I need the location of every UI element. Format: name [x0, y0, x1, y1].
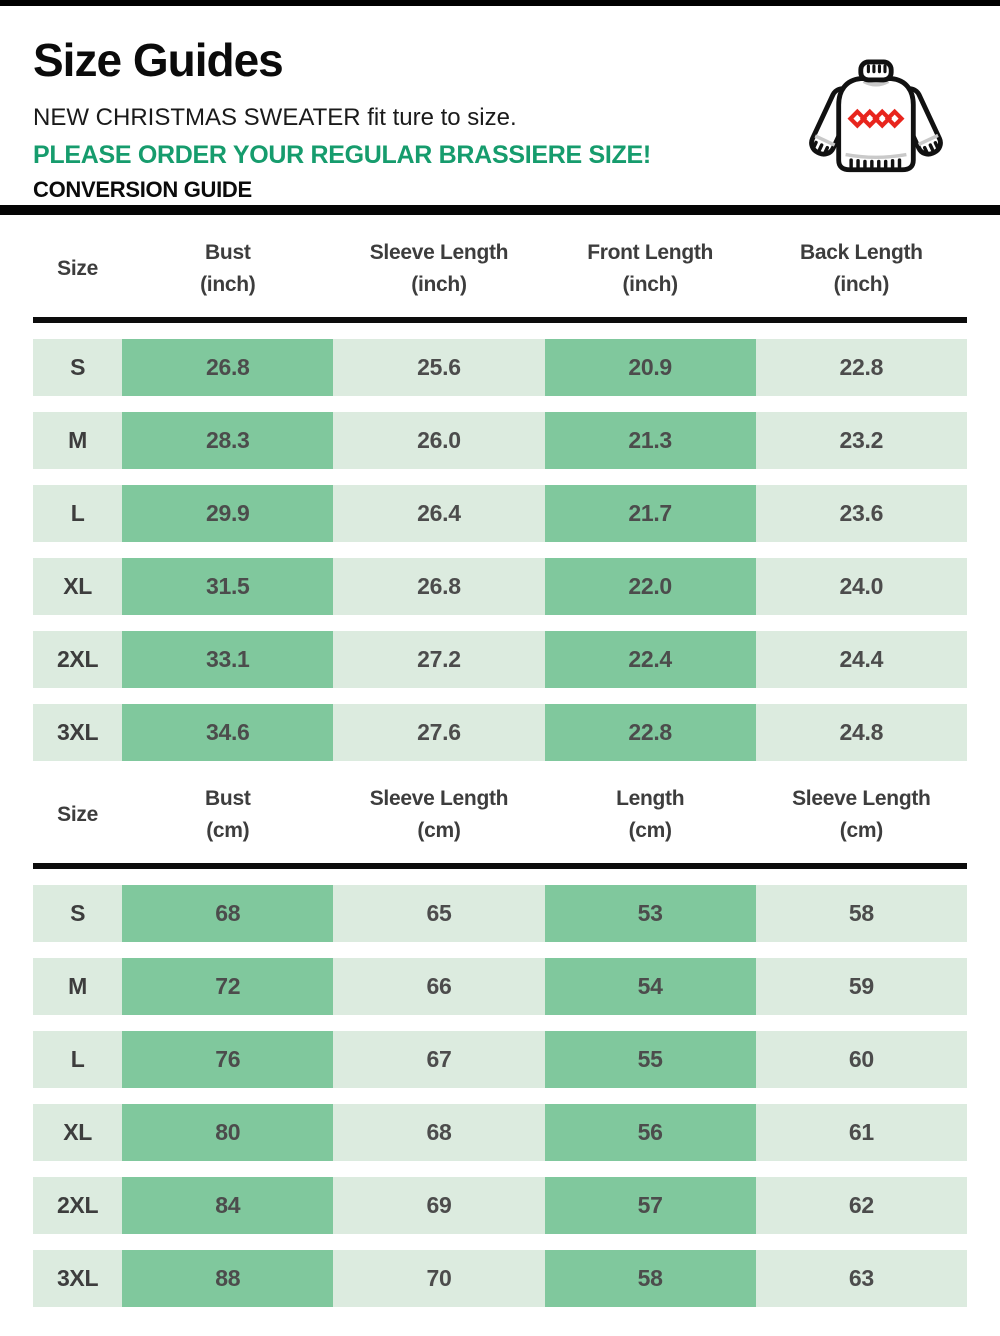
- value-cell: 53: [544, 885, 756, 942]
- table-row: XL 31.5 26.8 22.0 24.0: [33, 558, 967, 615]
- table-row: 2XL 84 69 57 62: [33, 1177, 967, 1234]
- inch-table-header-row: Size Bust (inch) Sleeve Length (inch) Fr…: [33, 215, 967, 317]
- value-cell: 27.6: [333, 704, 545, 761]
- bottom-spacer: [0, 1307, 1000, 1336]
- value-cell: 22.8: [544, 704, 756, 761]
- header-cell-front-length: Front Length (inch): [587, 241, 714, 296]
- value-cell: 88: [122, 1250, 334, 1307]
- conversion-guide-label: CONVERSION GUIDE: [33, 177, 252, 203]
- header-cell-bust: Bust (cm): [205, 787, 251, 842]
- value-cell: 58: [755, 885, 967, 942]
- size-cell: XL: [33, 558, 123, 615]
- value-cell: 22.8: [755, 339, 967, 396]
- inch-table: Size Bust (inch) Sleeve Length (inch) Fr…: [33, 215, 967, 761]
- cm-table: Size Bust (cm) Sleeve Length (cm) Length…: [33, 761, 967, 1307]
- header-rule: [33, 863, 967, 869]
- value-cell: 65: [333, 885, 545, 942]
- value-cell: 20.9: [544, 339, 756, 396]
- top-border-bar: [0, 0, 1000, 6]
- value-cell: 58: [544, 1250, 756, 1307]
- value-cell: 63: [755, 1250, 967, 1307]
- header-cell-size: Size: [57, 256, 98, 280]
- size-cell: S: [33, 885, 123, 942]
- size-cell: M: [33, 958, 123, 1015]
- value-cell: 54: [544, 958, 756, 1015]
- value-cell: 22.4: [544, 631, 756, 688]
- size-cell: 2XL: [33, 631, 123, 688]
- value-cell: 80: [122, 1104, 334, 1161]
- size-cell: M: [33, 412, 123, 469]
- value-cell: 27.2: [333, 631, 545, 688]
- value-cell: 68: [333, 1104, 545, 1161]
- value-cell: 24.4: [755, 631, 967, 688]
- cm-table-header-row: Size Bust (cm) Sleeve Length (cm) Length…: [33, 761, 967, 863]
- value-cell: 29.9: [122, 485, 334, 542]
- value-cell: 72: [122, 958, 334, 1015]
- value-cell: 59: [755, 958, 967, 1015]
- header-cell-sleeve-length: Sleeve Length (inch): [369, 241, 509, 296]
- value-cell: 55: [544, 1031, 756, 1088]
- header-cell-bust: Bust (inch): [200, 241, 256, 296]
- table-row: 2XL 33.1 27.2 22.4 24.4: [33, 631, 967, 688]
- size-cell: XL: [33, 1104, 123, 1161]
- order-notice: PLEASE ORDER YOUR REGULAR BRASSIERE SIZE…: [33, 141, 651, 170]
- value-cell: 76: [122, 1031, 334, 1088]
- table-row: L 76 67 55 60: [33, 1031, 967, 1088]
- size-cell: L: [33, 485, 123, 542]
- header-cell-back-length: Back Length (inch): [799, 241, 923, 296]
- value-cell: 66: [333, 958, 545, 1015]
- value-cell: 68: [122, 885, 334, 942]
- header-cell-length: Length (cm): [616, 787, 685, 842]
- value-cell: 56: [544, 1104, 756, 1161]
- value-cell: 61: [755, 1104, 967, 1161]
- header-cell-sleeve-length: Sleeve Length (cm): [369, 787, 509, 842]
- christmas-sweater-icon: [809, 59, 943, 173]
- value-cell: 28.3: [122, 412, 334, 469]
- table-row: XL 80 68 56 61: [33, 1104, 967, 1161]
- value-cell: 26.4: [333, 485, 545, 542]
- value-cell: 26.8: [333, 558, 545, 615]
- value-cell: 23.6: [755, 485, 967, 542]
- header-cell-sleeve-length-2: Sleeve Length (cm): [792, 787, 931, 842]
- value-cell: 33.1: [122, 631, 334, 688]
- table-row: 3XL 34.6 27.6 22.8 24.8: [33, 704, 967, 761]
- value-cell: 67: [333, 1031, 545, 1088]
- value-cell: 25.6: [333, 339, 545, 396]
- table-row: 3XL 88 70 58 63: [33, 1250, 967, 1307]
- value-cell: 21.3: [544, 412, 756, 469]
- value-cell: 62: [755, 1177, 967, 1234]
- value-cell: 26.8: [122, 339, 334, 396]
- value-cell: 70: [333, 1250, 545, 1307]
- value-cell: 22.0: [544, 558, 756, 615]
- size-cell: 2XL: [33, 1177, 123, 1234]
- value-cell: 23.2: [755, 412, 967, 469]
- value-cell: 84: [122, 1177, 334, 1234]
- size-cell: 3XL: [33, 704, 123, 761]
- page-header: Size Guides NEW CHRISTMAS SWEATER fit tu…: [0, 6, 1000, 205]
- table-row: L 29.9 26.4 21.7 23.6: [33, 485, 967, 542]
- value-cell: 60: [755, 1031, 967, 1088]
- value-cell: 24.0: [755, 558, 967, 615]
- value-cell: 26.0: [333, 412, 545, 469]
- table-row: S 68 65 53 58: [33, 885, 967, 942]
- value-cell: 24.8: [755, 704, 967, 761]
- table-row: M 72 66 54 59: [33, 958, 967, 1015]
- header-cell-size: Size: [57, 802, 98, 826]
- value-cell: 57: [544, 1177, 756, 1234]
- table-row: M 28.3 26.0 21.3 23.2: [33, 412, 967, 469]
- header-rule: [33, 317, 967, 323]
- page-title: Size Guides: [33, 34, 284, 86]
- value-cell: 34.6: [122, 704, 334, 761]
- fit-note: NEW CHRISTMAS SWEATER fit ture to size.: [33, 104, 517, 132]
- size-cell: 3XL: [33, 1250, 123, 1307]
- table-row: S 26.8 25.6 20.9 22.8: [33, 339, 967, 396]
- value-cell: 31.5: [122, 558, 334, 615]
- section-divider: [0, 205, 1000, 215]
- value-cell: 21.7: [544, 485, 756, 542]
- value-cell: 69: [333, 1177, 545, 1234]
- size-cell: L: [33, 1031, 123, 1088]
- diamond-pattern: [847, 108, 905, 129]
- size-cell: S: [33, 339, 123, 396]
